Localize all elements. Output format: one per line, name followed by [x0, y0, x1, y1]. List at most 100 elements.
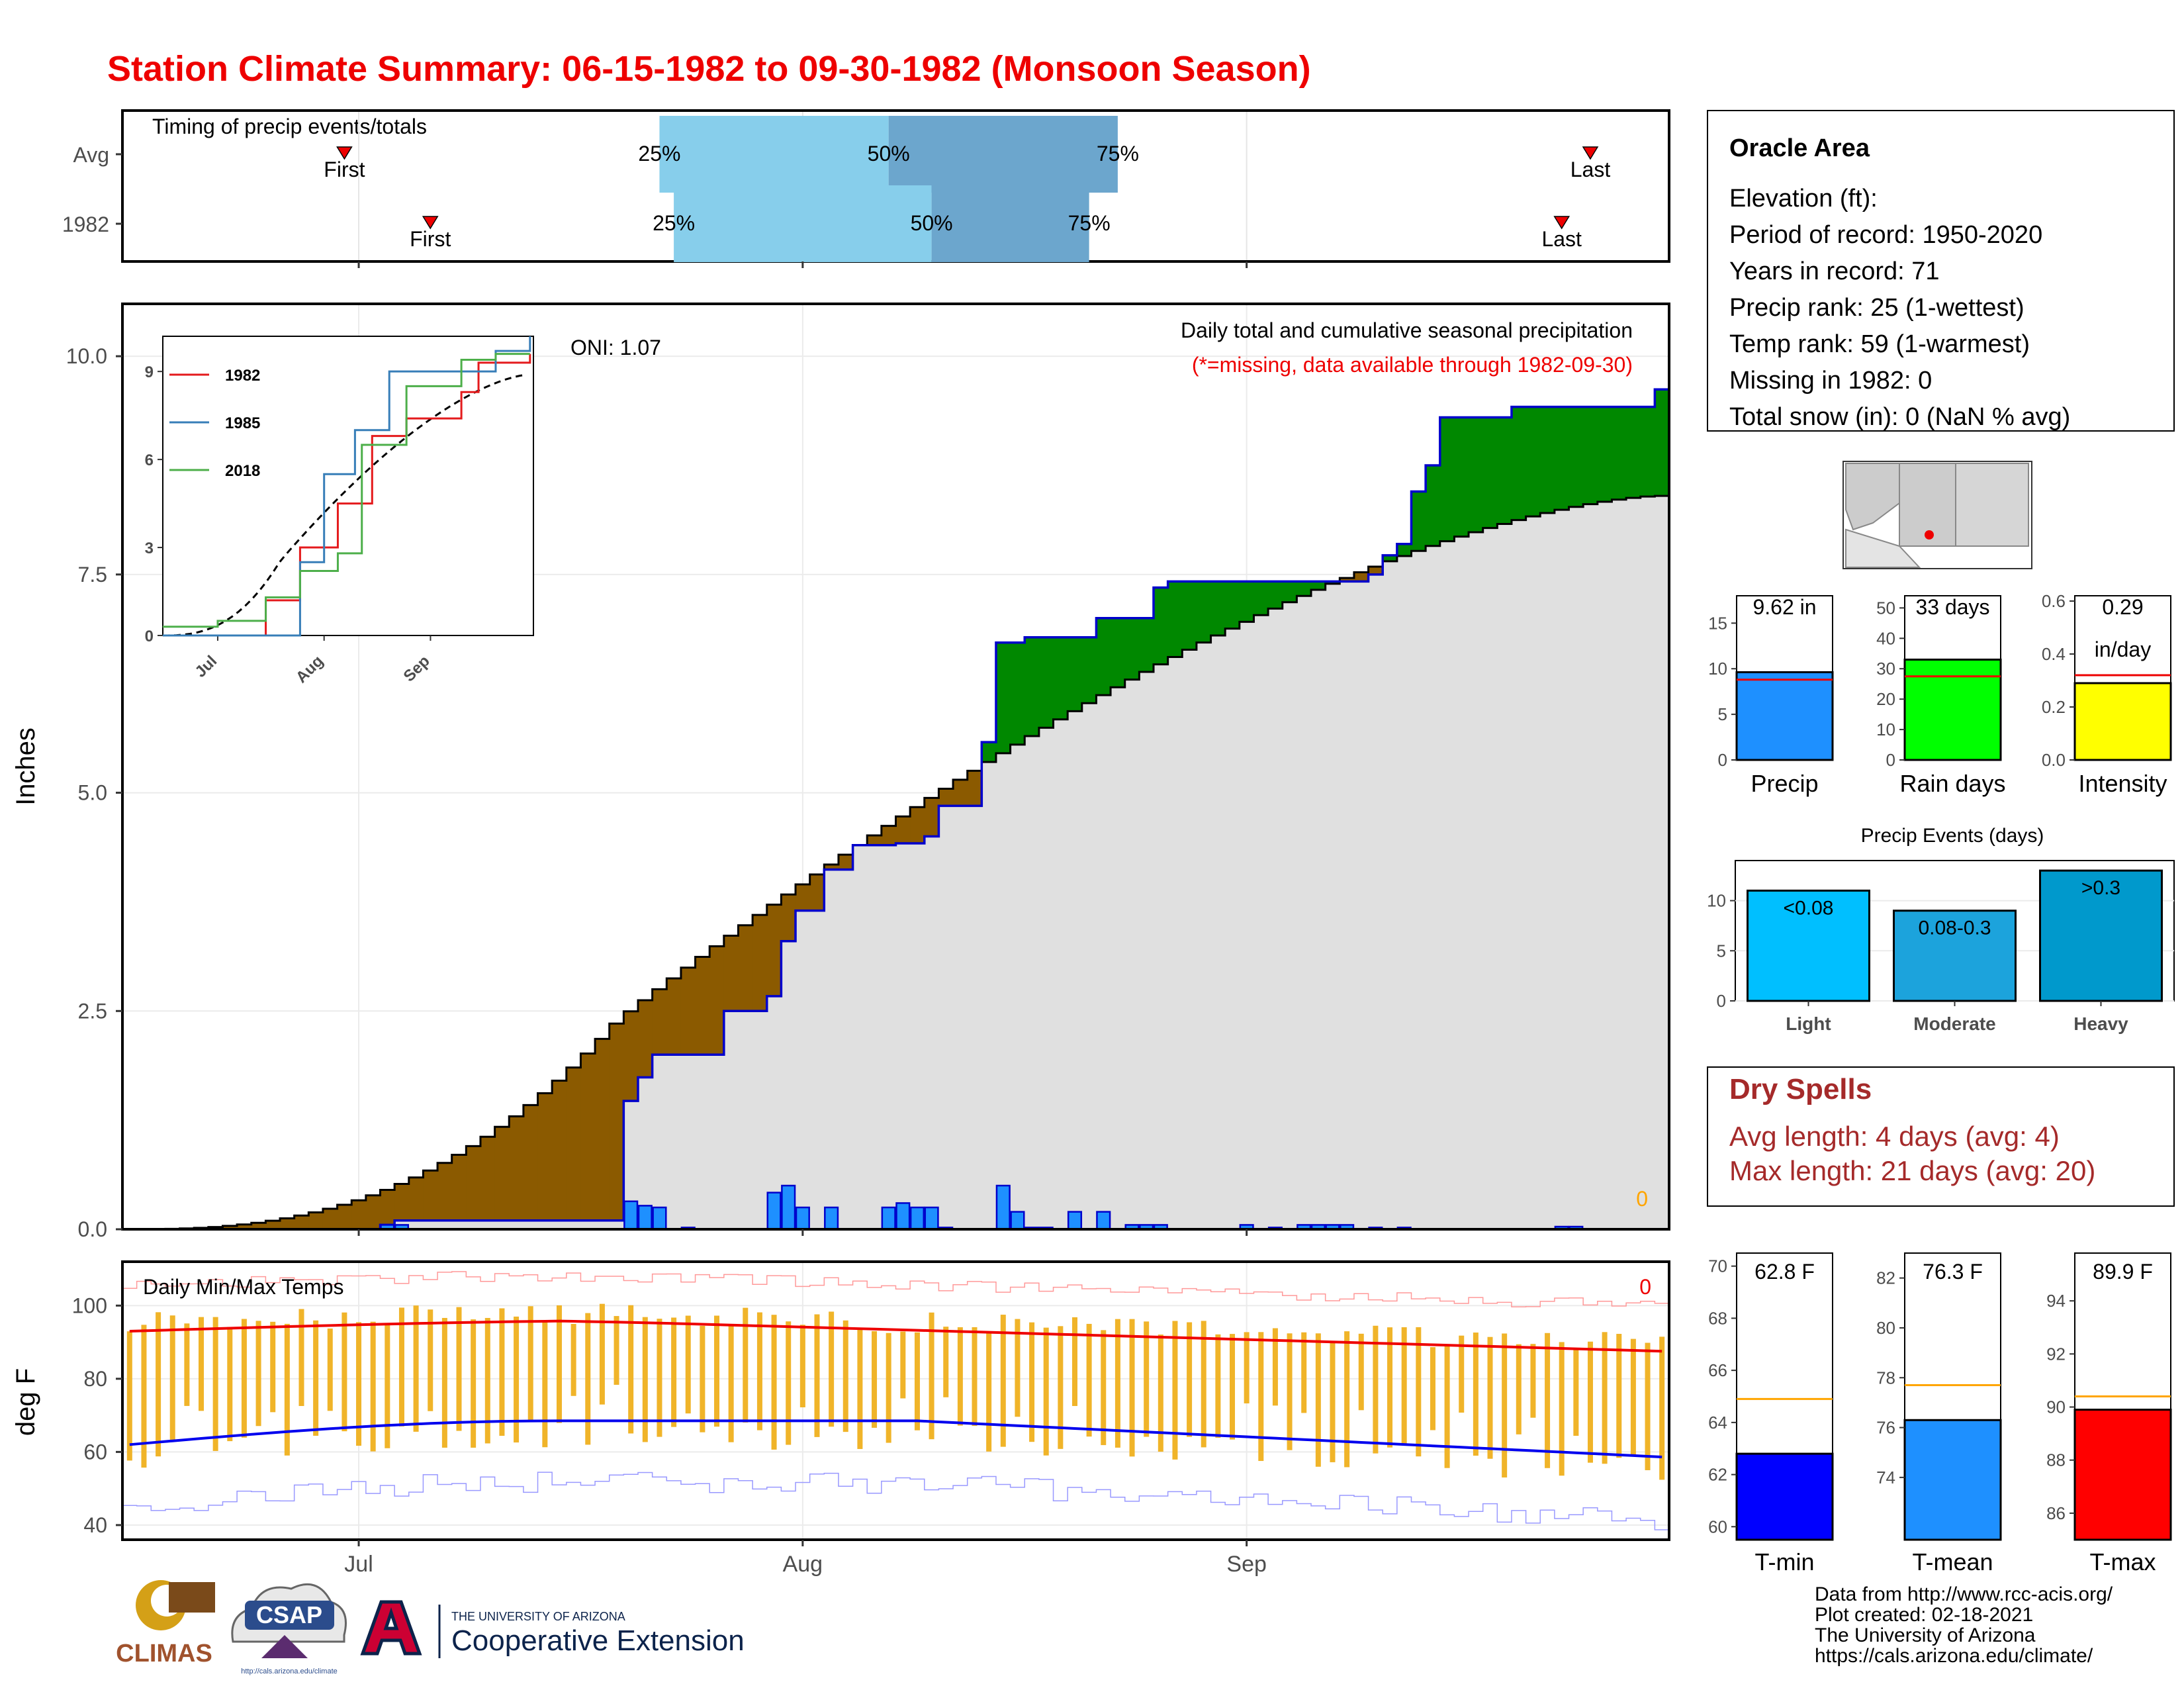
summary-bar-ytick-label: 0.6 — [2042, 591, 2066, 611]
footer-line-1: Data from http://www.rcc-acis.org/ — [1815, 1583, 2113, 1605]
daily-temp-bar — [169, 1315, 175, 1442]
summary-bar-label: Rain days — [1899, 770, 2005, 797]
timing-row-label: Avg — [73, 143, 109, 167]
daily-temp-bar — [1587, 1341, 1593, 1463]
temp-panel-title: Daily Min/Max Temps — [143, 1275, 343, 1299]
summary-bar-precip — [1735, 671, 1834, 761]
daily-temp-bar — [799, 1325, 805, 1407]
inset-ytick-label: 0 — [145, 628, 154, 645]
temp-panel: Daily Min/Max Temps 0 40 60 80 100 deg F Ju… — [11, 1260, 1670, 1577]
precip-deficit-segment — [738, 925, 753, 1011]
daily-temp-bar — [900, 1331, 906, 1399]
daily-precip-bar — [881, 1206, 896, 1231]
inset-legend-label: 1985 — [225, 414, 260, 432]
precip-deficit-segment — [408, 1177, 424, 1221]
temp-ylabel: deg F — [11, 1368, 40, 1436]
daily-temp-bar — [1330, 1342, 1336, 1462]
daily-temp-bar — [857, 1329, 863, 1449]
precip-surplus-segment — [1253, 581, 1269, 616]
precip-surplus-segment — [1597, 406, 1613, 502]
daily-temp-bar — [156, 1312, 161, 1457]
temp-panel-bg — [122, 1262, 1669, 1540]
inset-frame — [162, 336, 534, 636]
daily-temp-bar — [141, 1325, 147, 1468]
precip-events-ytick-label: 0 — [1717, 991, 1726, 1011]
footer-credits: Data from http://www.rcc-acis.org/ Plot … — [1815, 1583, 2113, 1667]
daily-temp-bar — [1258, 1332, 1264, 1462]
temp-summary-ytick-label: 76 — [1876, 1418, 1895, 1438]
daily-precip-bar — [924, 1206, 939, 1231]
temp-record-min-line — [122, 1472, 1669, 1530]
summary-bar-ytick-label: 15 — [1708, 613, 1727, 633]
temp-summary-ytick-label: 80 — [1876, 1318, 1895, 1338]
precip-surplus-segment — [1268, 581, 1283, 609]
temp-summary-ytick-label: 62 — [1708, 1465, 1727, 1485]
temp-ytick-label: 80 — [83, 1367, 107, 1391]
precip-surplus-segment — [1282, 581, 1297, 602]
daily-precip-bar — [909, 1206, 925, 1231]
summary-bar-value: 33 days — [1915, 595, 1989, 619]
temp-ytick-label: 60 — [83, 1440, 107, 1464]
precip-deficit-segment — [709, 946, 725, 1055]
csap-logo-url: http://cals.arizona.edu/climate — [241, 1667, 338, 1675]
precip-deficit-segment — [752, 915, 768, 1011]
precip-surplus-segment — [1182, 581, 1197, 650]
timing-q75-label: 75% — [1068, 211, 1111, 235]
daily-temp-bar — [298, 1309, 304, 1406]
daily-temp-bar — [1602, 1332, 1608, 1464]
csap-logo-mountain — [261, 1635, 308, 1658]
precip-deficit-segment — [723, 935, 739, 1011]
precip-ylabel: Inches — [11, 727, 40, 806]
locator-map-mexico — [1845, 528, 1921, 568]
daily-temp-bar — [499, 1308, 505, 1436]
precip-deficit-segment — [824, 864, 839, 870]
daily-temp-bar — [1230, 1334, 1236, 1440]
daily-temp-bar — [428, 1309, 433, 1411]
daily-temp-bar — [398, 1307, 404, 1427]
precip-deficit-segment — [781, 894, 796, 941]
timing-first-label: First — [410, 227, 451, 251]
precip-deficit-segment — [695, 957, 710, 1055]
precip-deficit-segment — [437, 1162, 453, 1221]
precip-deficit-segment — [924, 798, 940, 837]
station-info-line: Temp rank: 59 (1-warmest) — [1729, 330, 2030, 358]
daily-temp-bar — [872, 1331, 878, 1428]
precip-surplus-segment — [1439, 417, 1455, 541]
precip-surplus-segment — [1154, 587, 1169, 665]
timing-last-label: Last — [1570, 158, 1611, 181]
daily-temp-bar — [1416, 1327, 1422, 1457]
precip-events-bin-label: >0.3 — [2081, 877, 2120, 899]
temp-summary-bar-t-max — [2073, 1409, 2172, 1541]
temp-summary-ytick-label: 60 — [1708, 1517, 1727, 1536]
daily-temp-bar — [327, 1328, 333, 1411]
daily-precip-bar — [637, 1205, 653, 1231]
daily-temp-bar — [1086, 1323, 1092, 1437]
summary-bar-ytick-label: 0 — [1718, 750, 1727, 770]
temp-summary-ytick-label: 86 — [2046, 1503, 2066, 1523]
station-info-box: Oracle Area Elevation (ft): Period of rec… — [1707, 110, 2175, 432]
inset-series-line-2018 — [163, 353, 530, 628]
dry-spells-avg: Avg length: 4 days (avg: 4) — [1729, 1121, 2060, 1152]
precip-surplus-segment — [1038, 637, 1054, 728]
timing-q50-label: 50% — [868, 142, 910, 165]
temp-avg-min-line — [129, 1419, 1662, 1458]
daily-temp-bar — [484, 1317, 490, 1444]
precip-surplus-segment — [1525, 406, 1541, 517]
daily-precip-bar — [895, 1202, 911, 1231]
precip-surplus-segment — [981, 742, 997, 763]
precip-events-category-label: Moderate — [1913, 1013, 1995, 1034]
daily-temp-bar — [1487, 1336, 1493, 1459]
precip-surplus-segment — [1010, 642, 1025, 745]
daily-temp-bar — [1158, 1335, 1163, 1452]
precip-annotation-missing: (*=missing, data available through 1982-… — [1192, 353, 1633, 377]
precip-deficit-segment — [953, 779, 968, 806]
daily-temp-bar — [1172, 1321, 1178, 1460]
daily-temp-bar — [199, 1317, 205, 1411]
precip-deficit-segment — [237, 1224, 252, 1229]
locator-map — [1843, 461, 2032, 569]
daily-temp-bar — [929, 1312, 934, 1440]
precip-deficit-segment — [280, 1218, 295, 1229]
precip-deficit-segment — [308, 1212, 324, 1229]
summary-bar-label: Precip — [1751, 770, 1818, 797]
temp-panel-frame — [121, 1260, 1670, 1541]
